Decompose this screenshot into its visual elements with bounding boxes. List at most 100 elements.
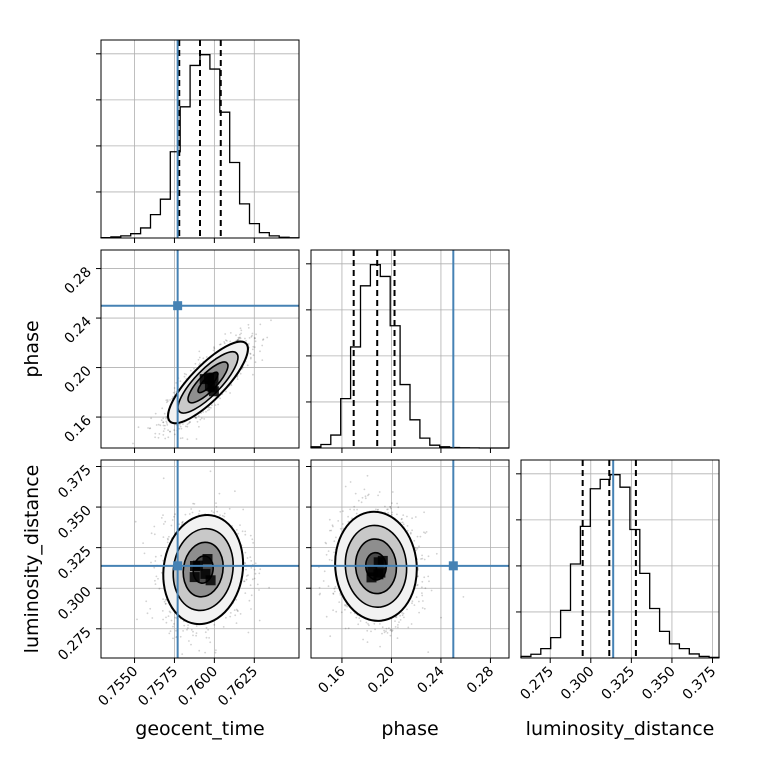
x-tick-label-geocent_time-3: 0.7625 [215,664,261,710]
panel-luminosity_distance-vs-phase-sample-point [379,645,381,648]
panel-luminosity_distance-vs-phase-sample-point [367,623,369,625]
panel-phase-vs-geocent_time-sample-point [229,392,232,394]
panel-luminosity_distance-vs-geocent_time-sample-point [222,626,225,628]
panel-luminosity_distance-vs-phase-sample-point [356,508,358,511]
panel-phase-vs-geocent_time-sample-point [195,438,198,440]
panel-luminosity_distance-vs-phase-sample-point [335,610,338,613]
panel-luminosity_distance-vs-geocent_time-sample-point [162,536,165,538]
panel-phase-vs-geocent_time-sample-point [199,362,201,365]
panel-luminosity_distance-vs-geocent_time-sample-point [198,510,201,512]
panel-phase-vs-geocent_time-sample-point [202,411,205,413]
panel-phase-vs-geocent_time-sample-point [179,380,182,383]
x-tick-label-phase-3: 0.28 [464,664,497,697]
panel-phase-vs-geocent_time-sample-point [239,337,242,340]
panel-phase-vs-geocent_time-sample-point [162,424,165,427]
panel-phase-vs-geocent_time-sample-point [251,348,254,351]
panel-phase-vs-geocent_time-sample-point [249,357,252,360]
panel-phase-vs-geocent_time-sample-point [219,397,222,400]
panel-phase-vs-geocent_time-sample-point [157,436,160,439]
panel-luminosity_distance-vs-geocent_time-sample-point [205,636,208,639]
panel-phase-vs-geocent_time-sample-point [196,420,199,423]
x-tick-label-geocent_time-2: 0.7600 [175,664,221,710]
panel-luminosity_distance-vs-geocent_time-sample-point [182,520,184,523]
panel-luminosity_distance-vs-geocent_time-sample-point [187,624,190,627]
panel-phase-vs-geocent_time-sample-point [218,343,221,346]
panel-luminosity_distance-vs-phase-sample-point [379,623,381,625]
panel-phase-vs-geocent_time-sample-point [169,430,172,433]
x-tick-label-luminosity_distance-3: 0.350 [639,664,679,704]
x-tick-label-phase-1: 0.20 [365,664,398,697]
panel-luminosity_distance-vs-phase-sample-point [389,629,392,632]
panel-luminosity_distance-vs-geocent_time-sample-point [245,568,247,571]
panel-luminosity_distance-vs-geocent_time-sample-point [192,630,194,633]
panel-luminosity_distance-vs-geocent_time-sample-point [250,567,253,569]
panel-luminosity_distance-vs-phase-density-cell [373,569,384,580]
panel-luminosity_distance-vs-geocent_time-sample-point [244,551,247,554]
panel-luminosity_distance-vs-geocent_time-sample-point [249,556,252,558]
panel-luminosity_distance-vs-geocent_time-sample-point [244,530,247,533]
panel-luminosity_distance-vs-phase-sample-point [332,592,335,595]
y-tick-label-luminosity_distance-1: 0.300 [55,584,95,624]
panel-phase-vs-geocent_time-sample-point [270,319,272,322]
panel-phase-vs-geocent_time-sample-point [235,334,237,337]
panel-luminosity_distance-vs-geocent_time-sample-point [250,560,253,562]
panel-phase-vs-geocent_time-sample-point [223,342,226,345]
panel-phase-vs-geocent_time-sample-point [182,423,184,425]
panel-phase-vs-geocent_time-sample-point [169,430,171,433]
panel-luminosity_distance-vs-phase-sample-point [421,586,423,589]
panel-luminosity_distance-vs-geocent_time-sample-point [246,557,249,559]
panel-luminosity_distance-vs-phase-sample-point [377,494,379,497]
panel-luminosity_distance-vs-geocent_time-sample-point [214,651,217,654]
panel-luminosity_distance-vs-geocent_time-sample-point [195,632,198,634]
panel-phase-vs-geocent_time-sample-point [147,427,150,429]
panel-phase-vs-geocent_time-sample-point [158,433,161,435]
panel-luminosity_distance-vs-phase-sample-point [347,520,350,523]
panel-luminosity_distance-vs-geocent_time-sample-point [190,628,193,631]
panel-phase-vs-geocent_time-sample-point [200,417,203,420]
panel-phase-vs-geocent_time-sample-point [194,416,197,419]
panel-luminosity_distance-vs-phase-sample-point [391,629,394,632]
panel-phase-vs-geocent_time-sample-point [245,339,248,342]
panel-luminosity_distance-vs-phase-sample-point [411,600,414,603]
panel-luminosity_distance-vs-geocent_time-sample-point [188,640,190,642]
panel-luminosity_distance-vs-phase-sample-point [397,624,399,626]
panel-luminosity_distance-vs-geocent_time-sample-point [182,630,185,632]
panel-luminosity_distance-vs-phase-sample-point [344,627,347,630]
panel-phase-vs-geocent_time-sample-point [149,427,152,429]
panel-luminosity_distance-vs-phase-sample-point [344,608,346,611]
panel-luminosity_distance-vs-phase-sample-point [421,557,424,560]
panel-luminosity_distance-vs-geocent_time-sample-point [256,583,259,586]
panel-luminosity_distance-vs-geocent_time-sample-point [258,572,261,575]
panel-luminosity_distance-vs-geocent_time-sample-point [151,617,154,619]
panel-luminosity_distance-vs-phase-sample-point [375,508,377,511]
panel-luminosity_distance-vs-phase-sample-point [332,609,334,612]
panel-phase-vs-geocent_time-sample-point [237,338,239,341]
panel-luminosity_distance-vs-phase-sample-point [416,535,419,538]
panel-luminosity_distance-vs-phase-sample-point [346,605,348,608]
panel-luminosity_distance-vs-geocent_time-sample-point [164,602,167,605]
panel-phase-vs-geocent_time-sample-point [165,417,167,420]
panel-phase-vs-geocent_time-sample-point [189,421,191,424]
panel-phase-vs-geocent_time-sample-point [262,339,264,341]
panel-luminosity_distance-vs-geocent_time-sample-point [164,598,167,601]
panel-luminosity_distance-vs-phase-sample-point [413,604,416,606]
panel-luminosity_distance-vs-geocent_time-sample-point [236,609,239,612]
panel-phase-vs-geocent_time-sample-point [195,417,198,420]
panel-luminosity_distance-vs-phase-truth-marker [448,561,458,571]
panel-luminosity_distance-vs-phase-sample-point [402,523,405,526]
x-axis-label-phase: phase [381,718,438,740]
panel-luminosity_distance-vs-phase-sample-point [416,547,419,550]
panel-luminosity_distance-vs-phase-sample-point [423,558,426,561]
panel-luminosity_distance-vs-phase-sample-point [425,531,428,533]
panel-luminosity_distance-vs-geocent_time-sample-point [209,470,212,473]
panel-phase-vs-geocent_time-sample-point [206,409,209,412]
hist-phase-frame [310,249,510,449]
panel-phase-vs-geocent_time-sample-point [179,437,182,440]
panel-phase-vs-geocent_time-sample-point [148,427,151,430]
panel-luminosity_distance-vs-phase-sample-point [406,525,409,527]
panel-luminosity_distance-vs-geocent_time-sample-point [169,630,172,633]
panel-luminosity_distance-vs-phase-sample-point [388,627,390,630]
panel-luminosity_distance-vs-geocent_time [96,459,300,663]
panel-phase-vs-geocent_time-sample-point [254,361,257,364]
panel-phase-vs-geocent_time-sample-point [162,421,165,424]
